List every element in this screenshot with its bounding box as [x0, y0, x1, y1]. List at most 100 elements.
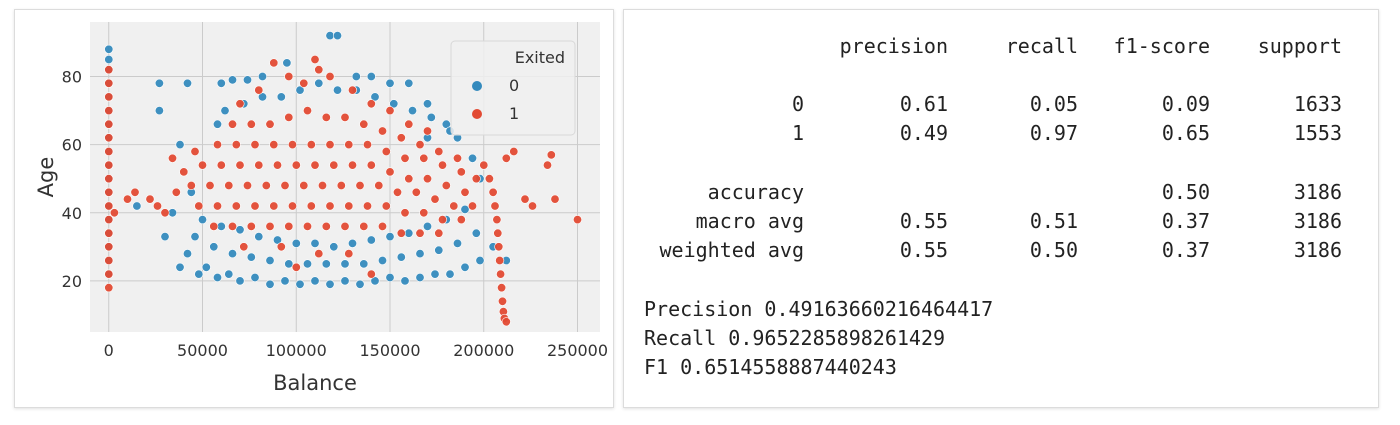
- data-point: [265, 279, 275, 289]
- data-point: [385, 272, 395, 282]
- data-point: [302, 259, 312, 269]
- data-point: [370, 276, 380, 286]
- data-point: [314, 65, 324, 75]
- data-point: [400, 153, 410, 163]
- data-point: [385, 167, 395, 177]
- data-point: [254, 85, 264, 95]
- data-point: [385, 106, 395, 116]
- data-point: [205, 181, 215, 191]
- macro-avg-f1-score: 0.37: [1161, 209, 1210, 233]
- data-point: [104, 174, 114, 184]
- data-point: [550, 194, 560, 204]
- data-point: [497, 296, 507, 306]
- data-point: [190, 232, 200, 242]
- data-point: [104, 215, 114, 225]
- data-point: [385, 78, 395, 88]
- data-point: [145, 194, 155, 204]
- data-point: [434, 228, 444, 238]
- data-point: [224, 181, 234, 191]
- row-label-macro-avg: macro avg: [695, 209, 804, 233]
- header-recall: recall: [1005, 34, 1078, 58]
- data-point: [284, 112, 294, 122]
- data-point: [269, 140, 279, 150]
- data-point: [224, 269, 234, 279]
- data-point: [490, 201, 500, 211]
- data-point: [359, 119, 369, 129]
- data-point: [228, 119, 238, 129]
- data-point: [321, 112, 331, 122]
- data-point: [250, 201, 260, 211]
- data-point: [130, 187, 140, 197]
- y-tick-label: 20: [62, 272, 82, 291]
- data-point: [460, 262, 470, 272]
- data-point: [501, 317, 511, 327]
- data-point: [546, 150, 556, 160]
- data-point: [471, 228, 481, 238]
- data-point: [527, 201, 537, 211]
- data-point: [104, 65, 114, 75]
- data-point: [347, 160, 357, 170]
- series-1: [104, 54, 582, 327]
- data-point: [493, 228, 503, 238]
- data-point: [104, 44, 114, 54]
- data-point: [284, 259, 294, 269]
- data-point: [104, 256, 114, 266]
- data-point: [460, 187, 470, 197]
- data-point: [362, 201, 372, 211]
- data-point: [351, 71, 361, 81]
- data-point: [407, 106, 417, 116]
- data-point: [332, 31, 342, 41]
- data-point: [370, 92, 380, 102]
- data-point: [287, 140, 297, 150]
- data-point: [168, 153, 178, 163]
- data-point: [396, 228, 406, 238]
- y-tick-label: 60: [62, 136, 82, 155]
- summary-f1: F1 0.6514558887440243: [644, 355, 897, 379]
- data-point: [495, 256, 505, 266]
- data-point: [258, 71, 268, 81]
- legend: Exited 0 1: [450, 40, 576, 136]
- data-point: [216, 160, 226, 170]
- data-point: [265, 119, 275, 129]
- data-point: [153, 201, 163, 211]
- data-point: [314, 249, 324, 259]
- legend-label-1: 1: [509, 104, 519, 123]
- data-point: [396, 133, 406, 143]
- header-f1-score: f1-score: [1113, 34, 1210, 58]
- data-point: [430, 194, 440, 204]
- macro-avg-support: 3186: [1293, 209, 1342, 233]
- data-point: [411, 187, 421, 197]
- macro-avg-precision: 0.55: [899, 209, 948, 233]
- data-point: [287, 201, 297, 211]
- data-point: [154, 78, 164, 88]
- data-point: [291, 262, 301, 272]
- data-point: [314, 78, 324, 88]
- data-point: [104, 160, 114, 170]
- y-axis-label: Age: [34, 157, 58, 198]
- data-point: [520, 194, 530, 204]
- data-point: [299, 181, 309, 191]
- data-point: [243, 181, 253, 191]
- data-point: [452, 153, 462, 163]
- data-point: [310, 238, 320, 248]
- data-point: [132, 201, 142, 211]
- data-point: [231, 201, 241, 211]
- data-point: [284, 71, 294, 81]
- classification-report-panel: precision recall f1-score support 0 0.61…: [623, 9, 1379, 408]
- data-point: [471, 174, 481, 184]
- data-point: [104, 269, 114, 279]
- data-point: [332, 85, 342, 95]
- data-point: [269, 58, 279, 68]
- data-point: [317, 181, 327, 191]
- data-point: [422, 221, 432, 231]
- data-point: [445, 269, 455, 279]
- data-point: [381, 147, 391, 157]
- data-point: [246, 119, 256, 129]
- data-point: [509, 147, 519, 157]
- data-point: [456, 215, 466, 225]
- data-point: [501, 153, 511, 163]
- data-point: [404, 78, 414, 88]
- data-point: [258, 92, 268, 102]
- data-point: [426, 112, 436, 122]
- macro-avg-recall: 0.51: [1029, 209, 1078, 233]
